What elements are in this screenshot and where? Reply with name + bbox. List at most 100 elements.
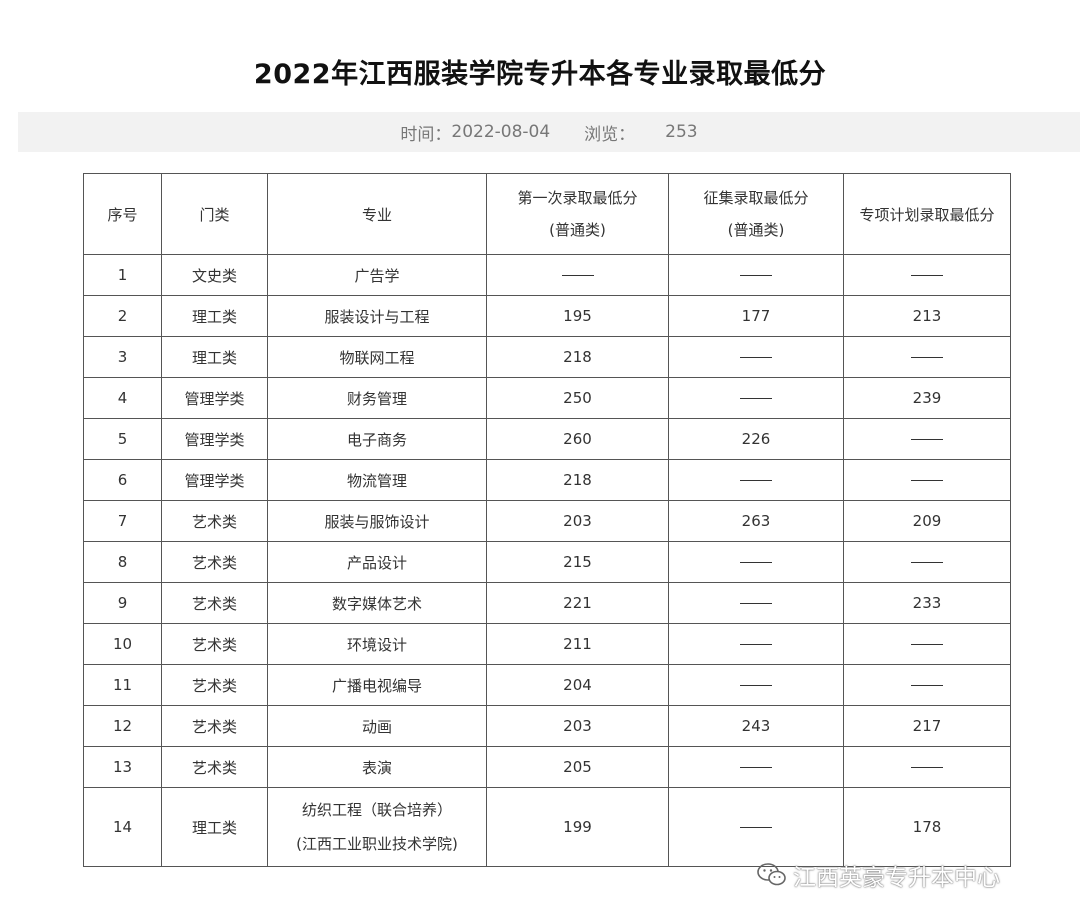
- cell-supplementary: [668, 254, 844, 296]
- cell-supplementary: [668, 787, 844, 867]
- watermark: 江西英豪专升本中心: [757, 858, 1000, 892]
- cell-first-round: 215: [486, 541, 669, 583]
- table-body: 1 文史类 广告学 2 理工类 服装设计与工程 195 177 213 3 理工类 物联网工程 218 4…: [83, 254, 1011, 867]
- cell-major: 物联网工程: [267, 336, 487, 378]
- cell-supplementary: 177: [668, 295, 844, 337]
- cell-seq: 6: [83, 459, 162, 501]
- views-label: 浏览：: [584, 124, 636, 145]
- cell-category: 艺术类: [161, 500, 268, 542]
- cell-supplementary: [668, 746, 844, 788]
- table-row: 4 管理学类 财务管理 250 239: [83, 377, 1011, 419]
- dash-mark: [911, 480, 943, 481]
- cell-special-plan: [843, 664, 1011, 706]
- table-row: 6 管理学类 物流管理 218: [83, 459, 1011, 501]
- table-row: 13 艺术类 表演 205: [83, 746, 1011, 788]
- cell-supplementary: 226: [668, 418, 844, 460]
- cell-seq: 4: [83, 377, 162, 419]
- header-seq: 序号: [83, 173, 162, 255]
- cell-category: 理工类: [161, 787, 268, 867]
- table-row: 10 艺术类 环境设计 211: [83, 623, 1011, 665]
- cell-major: 广播电视编导: [267, 664, 487, 706]
- publish-date: 2022-08-04: [451, 122, 551, 142]
- time-label: 时间：: [400, 124, 452, 145]
- cell-category: 文史类: [161, 254, 268, 296]
- dash-mark: [911, 562, 943, 563]
- cell-category: 管理学类: [161, 418, 268, 460]
- dash-mark: [740, 827, 772, 828]
- cell-special-plan: [843, 418, 1011, 460]
- cell-special-plan: 213: [843, 295, 1011, 337]
- cell-major: 物流管理: [267, 459, 487, 501]
- table-row: 5 管理学类 电子商务 260 226: [83, 418, 1011, 460]
- header-major: 专业: [267, 173, 487, 255]
- cell-first-round: 199: [486, 787, 669, 867]
- cell-first-round: [486, 254, 669, 296]
- table-row: 2 理工类 服装设计与工程 195 177 213: [83, 295, 1011, 337]
- cell-supplementary: [668, 623, 844, 665]
- cell-special-plan: 209: [843, 500, 1011, 542]
- cell-seq: 12: [83, 705, 162, 747]
- cell-seq: 3: [83, 336, 162, 378]
- cell-seq: 11: [83, 664, 162, 706]
- header-special-plan: 专项计划录取最低分: [843, 173, 1011, 255]
- cell-seq: 10: [83, 623, 162, 665]
- cell-first-round: 218: [486, 336, 669, 378]
- cell-first-round: 250: [486, 377, 669, 419]
- table-row: 9 艺术类 数字媒体艺术 221 233: [83, 582, 1011, 624]
- cell-category: 艺术类: [161, 541, 268, 583]
- cell-major: 表演: [267, 746, 487, 788]
- cell-major: 产品设计: [267, 541, 487, 583]
- table-row: 14 理工类 纺织工程（联合培养） (江西工业职业技术学院) 199 178: [83, 787, 1011, 867]
- dash-mark: [740, 644, 772, 645]
- cell-category: 管理学类: [161, 459, 268, 501]
- cell-major: 服装设计与工程: [267, 295, 487, 337]
- table-row: 1 文史类 广告学: [83, 254, 1011, 296]
- header-supplementary-line1: 征集录取最低分: [703, 189, 809, 207]
- cell-first-round: 195: [486, 295, 669, 337]
- cell-seq: 9: [83, 582, 162, 624]
- dash-mark: [911, 685, 943, 686]
- dash-mark: [911, 644, 943, 645]
- cell-major: 环境设计: [267, 623, 487, 665]
- cell-supplementary: [668, 377, 844, 419]
- views-count: 253: [665, 122, 698, 142]
- admission-score-table: 序号 门类 专业 第一次录取最低分 (普通类) 征集录取最低分 (普通类) 专项…: [83, 173, 1011, 867]
- cell-special-plan: 233: [843, 582, 1011, 624]
- cell-category: 艺术类: [161, 746, 268, 788]
- cell-supplementary: [668, 582, 844, 624]
- cell-first-round: 205: [486, 746, 669, 788]
- article-meta-bar: 时间： 2022-08-04 浏览： 253: [18, 112, 1080, 152]
- dash-mark: [740, 603, 772, 604]
- cell-category: 艺术类: [161, 664, 268, 706]
- cell-supplementary: 243: [668, 705, 844, 747]
- cell-seq: 14: [83, 787, 162, 867]
- cell-first-round: 211: [486, 623, 669, 665]
- dash-mark: [740, 480, 772, 481]
- header-first-round-line1: 第一次录取最低分: [517, 189, 638, 207]
- cell-special-plan: [843, 623, 1011, 665]
- cell-supplementary: [668, 541, 844, 583]
- cell-seq: 5: [83, 418, 162, 460]
- table-row: 8 艺术类 产品设计 215: [83, 541, 1011, 583]
- dash-mark: [911, 357, 943, 358]
- table-row: 7 艺术类 服装与服饰设计 203 263 209: [83, 500, 1011, 542]
- cell-major: 财务管理: [267, 377, 487, 419]
- cell-special-plan: [843, 746, 1011, 788]
- cell-category: 理工类: [161, 295, 268, 337]
- header-supplementary: 征集录取最低分 (普通类): [668, 173, 844, 255]
- cell-major: 电子商务: [267, 418, 487, 460]
- watermark-text: 江西英豪专升本中心: [793, 865, 1000, 891]
- cell-seq: 2: [83, 295, 162, 337]
- dash-mark: [561, 275, 594, 276]
- table-row: 11 艺术类 广播电视编导 204: [83, 664, 1011, 706]
- dash-mark: [740, 685, 772, 686]
- cell-major: 动画: [267, 705, 487, 747]
- header-category: 门类: [161, 173, 268, 255]
- cell-first-round: 260: [486, 418, 669, 460]
- cell-category: 艺术类: [161, 582, 268, 624]
- header-supplementary-line2: (普通类): [727, 221, 785, 239]
- page-title: 2022年江西服装学院专升本各专业录取最低分: [253, 59, 827, 90]
- dash-mark: [740, 767, 772, 768]
- cell-first-round: 218: [486, 459, 669, 501]
- cell-special-plan: [843, 541, 1011, 583]
